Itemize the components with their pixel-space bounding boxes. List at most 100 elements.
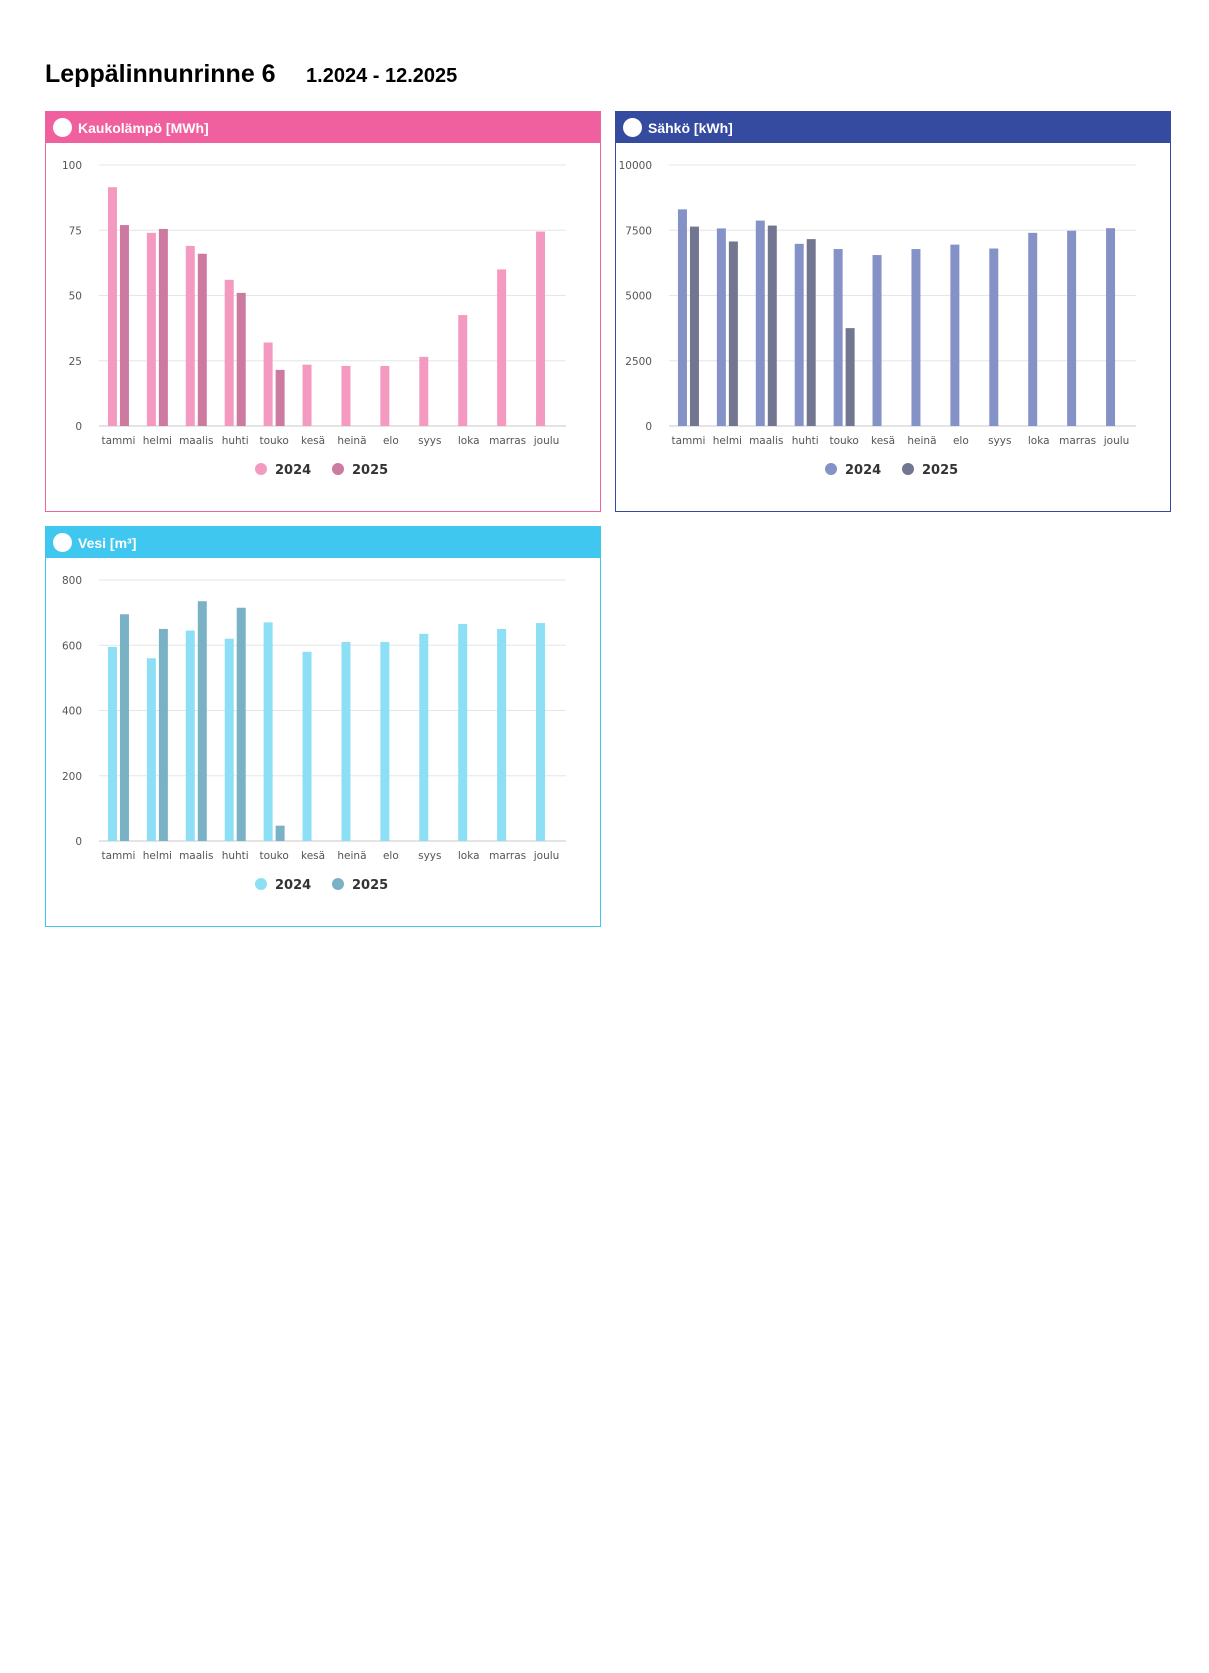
bar-2024-marras xyxy=(1067,230,1077,426)
bar-2024-heinä xyxy=(911,249,921,426)
heat-chart: 0 25 50 75 100 tammi helmi maalis huhti touko kesä… xyxy=(62,160,566,478)
circle-icon xyxy=(53,533,72,552)
x-tick-label: maalis xyxy=(179,850,213,862)
x-tick-label: joulu xyxy=(1103,435,1130,447)
y-tick-label: 10000 xyxy=(619,160,652,172)
bar-2024-syys xyxy=(419,633,429,841)
y-tick-label: 0 xyxy=(645,421,652,433)
x-tick-label: joulu xyxy=(533,435,560,447)
x-tick-label: huhti xyxy=(222,850,249,862)
bar-2025-helmi xyxy=(728,241,738,426)
legend-label-2025: 2025 xyxy=(352,878,388,893)
bar-2024-kesä xyxy=(302,651,312,841)
bar-2024-maalis xyxy=(755,220,765,426)
y-tick-label: 7500 xyxy=(625,225,652,237)
x-tick-label: tammi xyxy=(101,435,135,447)
legend-label-2024: 2024 xyxy=(275,463,311,478)
y-tick-label: 2500 xyxy=(625,356,652,368)
bar-2025-maalis xyxy=(767,225,777,426)
y-tick-label: 0 xyxy=(75,836,82,848)
x-tick-label: kesä xyxy=(871,435,895,447)
x-tick-label: syys xyxy=(418,850,441,862)
bar-2025-tammi xyxy=(689,226,699,426)
water-chart-panel: Vesi [m³] 0 200 400 600 800 tammi helmi maalis h… xyxy=(45,526,601,927)
bar-2025-touko xyxy=(275,825,285,841)
x-tick-label: touko xyxy=(259,435,288,447)
page-header: Leppälinnunrinne 6 1.2024 - 12.2025 xyxy=(45,60,457,89)
y-tick-label: 0 xyxy=(75,421,82,433)
bar-2024-heinä xyxy=(341,641,351,841)
legend-label-2025: 2025 xyxy=(922,463,958,478)
bar-2024-tammi xyxy=(107,187,117,426)
x-tick-label: maalis xyxy=(179,435,213,447)
bar-2024-kesä xyxy=(302,364,312,426)
y-tick-label: 25 xyxy=(69,356,82,368)
x-tick-label: elo xyxy=(383,435,399,447)
bar-2025-tammi xyxy=(119,614,129,841)
electricity-chart-title: Sähkö [kWh] xyxy=(648,119,733,136)
bar-2025-helmi xyxy=(158,628,168,841)
bar-2024-helmi xyxy=(146,658,156,841)
x-tick-label: elo xyxy=(383,850,399,862)
bar-2024-loka xyxy=(458,624,468,841)
x-tick-label: joulu xyxy=(533,850,560,862)
heat-chart-title: Kaukolämpö [MWh] xyxy=(78,119,209,136)
bar-2024-helmi xyxy=(716,228,726,426)
x-tick-label: heinä xyxy=(337,850,366,862)
y-tick-label: 800 xyxy=(62,575,82,587)
bar-2024-maalis xyxy=(185,245,195,426)
page-title: Leppälinnunrinne 6 xyxy=(45,60,276,88)
water-chart: 0 200 400 600 800 tammi helmi maalis huhti touko k… xyxy=(62,575,566,893)
bar-2024-huhti xyxy=(224,279,234,426)
bar-2024-syys xyxy=(419,356,429,426)
y-tick-label: 5000 xyxy=(625,291,652,303)
y-tick-label: 200 xyxy=(62,771,82,783)
bar-2024-marras xyxy=(497,628,507,841)
legend-swatch-2025 xyxy=(332,878,344,890)
x-tick-label: touko xyxy=(259,850,288,862)
x-tick-label: tammi xyxy=(101,850,135,862)
bar-2024-touko xyxy=(263,342,273,426)
bar-2024-loka xyxy=(458,315,468,426)
y-tick-label: 400 xyxy=(62,706,82,718)
y-tick-label: 75 xyxy=(69,225,82,237)
bar-2024-tammi xyxy=(107,646,117,841)
x-tick-label: marras xyxy=(1059,435,1096,447)
x-tick-label: helmi xyxy=(143,850,172,862)
bar-2025-huhti xyxy=(236,292,246,426)
y-tick-label: 100 xyxy=(62,160,82,172)
bar-2025-maalis xyxy=(197,253,207,426)
x-tick-label: marras xyxy=(489,435,526,447)
water-chart-header: Vesi [m³] xyxy=(46,527,600,558)
bar-2025-huhti xyxy=(806,239,816,426)
x-tick-label: heinä xyxy=(907,435,936,447)
bar-2025-huhti xyxy=(236,607,246,841)
legend-swatch-2025 xyxy=(332,463,344,475)
legend-swatch-2024 xyxy=(825,463,837,475)
legend-swatch-2024 xyxy=(255,878,267,890)
electricity-chart: 0 2500 5000 7500 10000 tammi helmi maalis huhti t… xyxy=(619,160,1136,478)
bar-2025-tammi xyxy=(119,225,129,426)
bar-2024-touko xyxy=(833,249,843,426)
x-tick-label: helmi xyxy=(143,435,172,447)
x-tick-label: elo xyxy=(953,435,969,447)
bar-2024-touko xyxy=(263,622,273,841)
bar-2024-huhti xyxy=(794,243,804,426)
bar-2024-helmi xyxy=(146,232,156,426)
x-tick-label: huhti xyxy=(792,435,819,447)
circle-icon xyxy=(53,118,72,137)
x-tick-label: heinä xyxy=(337,435,366,447)
page-period: 1.2024 - 12.2025 xyxy=(306,65,458,87)
x-tick-label: loka xyxy=(458,850,480,862)
heat-chart-header: Kaukolämpö [MWh] xyxy=(46,112,600,143)
bar-2024-joulu xyxy=(536,231,546,426)
x-tick-label: touko xyxy=(829,435,858,447)
electricity-chart-panel: Sähkö [kWh] 0 2500 5000 7500 10000 tammi helmi… xyxy=(615,111,1171,512)
bar-2025-maalis xyxy=(197,601,207,841)
water-chart-title: Vesi [m³] xyxy=(78,534,137,551)
x-tick-label: tammi xyxy=(671,435,705,447)
bar-2024-heinä xyxy=(341,365,351,426)
legend-swatch-2025 xyxy=(902,463,914,475)
bar-2024-marras xyxy=(497,269,507,426)
legend-swatch-2024 xyxy=(255,463,267,475)
